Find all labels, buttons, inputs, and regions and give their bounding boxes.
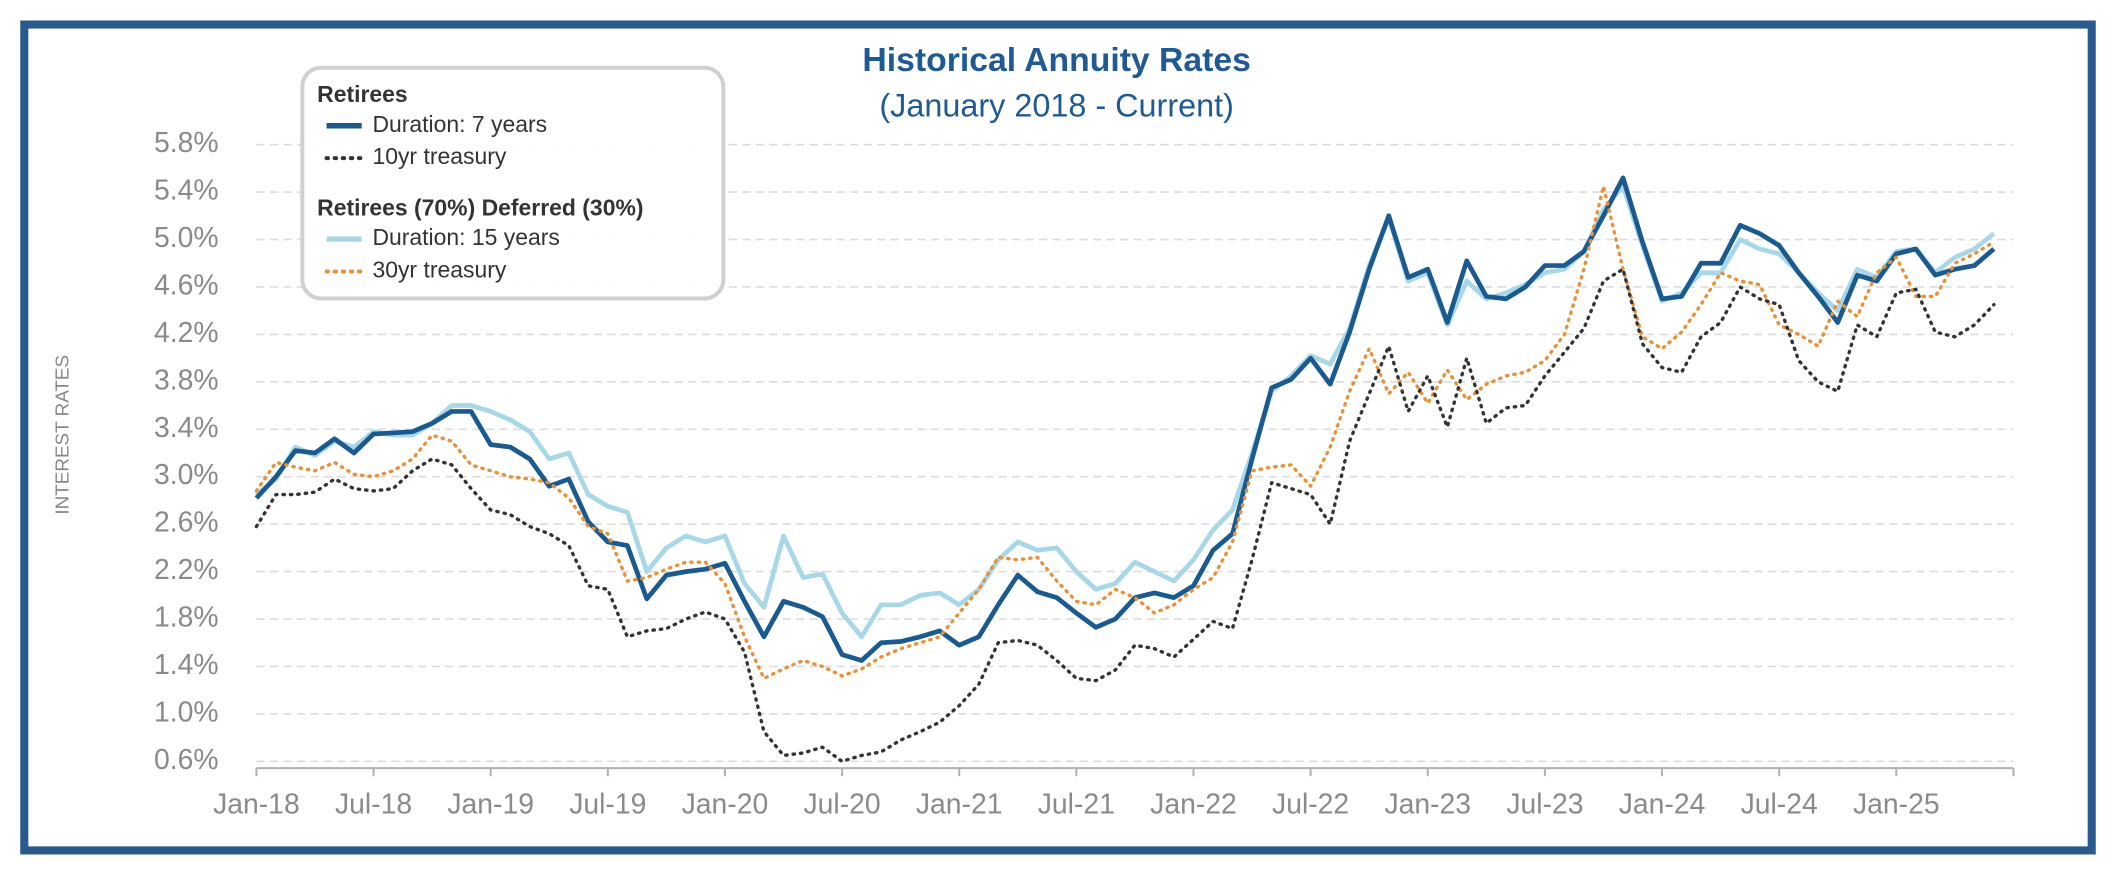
y-tick-label: 1.8% xyxy=(154,602,219,634)
y-tick-label: 4.6% xyxy=(154,269,219,301)
x-tick-label: Jan-18 xyxy=(213,788,300,820)
y-tick-label: 3.4% xyxy=(154,412,219,444)
series-line xyxy=(254,183,1996,640)
x-tick-label: Jul-21 xyxy=(1038,788,1115,820)
legend-label: Duration: 7 years xyxy=(372,111,547,137)
series-line xyxy=(254,267,1996,764)
chart-subtitle: (January 2018 - Current) xyxy=(879,88,1233,124)
legend-heading: Retirees xyxy=(317,81,408,107)
y-tick-label: 4.2% xyxy=(154,317,219,349)
frame xyxy=(20,20,2096,855)
x-tick-label: Jan-21 xyxy=(916,788,1003,820)
legend-box xyxy=(300,65,726,301)
x-tick-label: Jul-18 xyxy=(335,788,412,820)
plot: 0.6% 1.0% 1.4% 1.8% 2.2% 2.6% 3.0% 3.4% 3.8% 4.2%… xyxy=(154,127,2015,820)
y-tick-label: 0.6% xyxy=(154,744,219,776)
x-tick-label: Jan-20 xyxy=(682,788,769,820)
y-tick-label: 3.8% xyxy=(154,364,219,396)
y-tick-label: 3.0% xyxy=(154,459,219,491)
y-tick-label: 5.4% xyxy=(154,175,219,207)
y-tick-label: 1.0% xyxy=(154,696,219,728)
y-axis-label: INTEREST RATES xyxy=(52,355,73,515)
legend-label: 30yr treasury xyxy=(372,257,506,283)
chart-title: Historical Annuity Rates xyxy=(862,41,1250,79)
legend-label: 10yr treasury xyxy=(372,143,506,169)
x-tick-label: Jul-19 xyxy=(569,788,646,820)
y-tick-label: 2.6% xyxy=(154,507,219,539)
x-tick-label: Jul-24 xyxy=(1741,788,1818,820)
y-tick-label: 2.2% xyxy=(154,554,219,586)
x-tick-label: Jul-22 xyxy=(1272,788,1349,820)
x-tick-label: Jan-22 xyxy=(1150,788,1237,820)
y-tick-label: 5.0% xyxy=(154,222,219,254)
y-tick-label: 1.4% xyxy=(154,649,219,681)
legend-label: Duration: 15 years xyxy=(372,224,559,250)
y-tick-label: 5.8% xyxy=(154,127,219,159)
x-tick-label: Jul-23 xyxy=(1506,788,1583,820)
series-line xyxy=(254,184,1996,681)
x-tick-label: Jan-23 xyxy=(1384,788,1471,820)
x-tick-label: Jan-25 xyxy=(1853,788,1940,820)
x-tick-label: Jan-24 xyxy=(1619,788,1706,820)
x-tick-label: Jan-19 xyxy=(447,788,534,820)
legend-heading: Retirees (70%) Deferred (30%) xyxy=(317,194,643,220)
x-tick-label: Jul-20 xyxy=(804,788,881,820)
